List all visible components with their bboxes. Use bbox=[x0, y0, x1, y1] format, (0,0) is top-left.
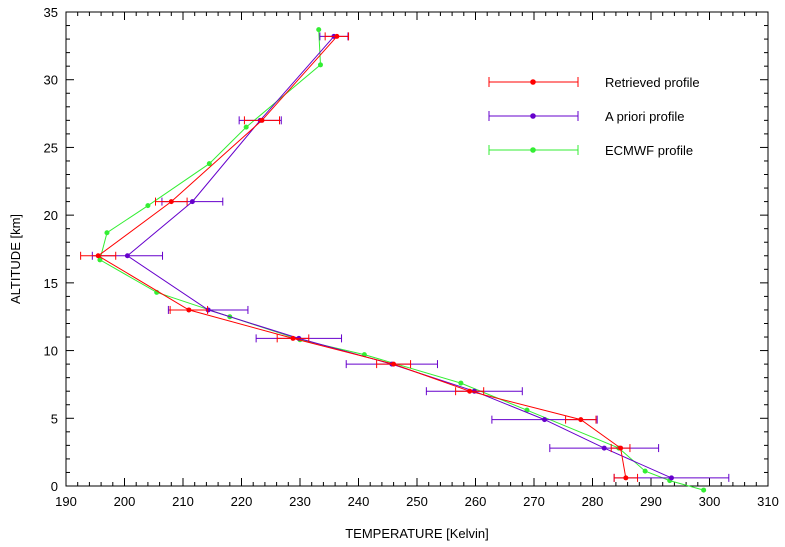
y-tick-label: 35 bbox=[44, 5, 58, 20]
legend-item: Retrieved profile bbox=[488, 75, 700, 90]
x-tick-label: 210 bbox=[172, 494, 194, 509]
series-line bbox=[99, 29, 704, 491]
y-axis-label: ALTITUDE [km] bbox=[8, 214, 23, 304]
x-tick-label: 250 bbox=[406, 494, 428, 509]
x-tick-label: 270 bbox=[523, 494, 545, 509]
data-point bbox=[97, 257, 103, 263]
data-point bbox=[391, 361, 397, 367]
data-point bbox=[701, 487, 707, 493]
data-point bbox=[168, 199, 174, 205]
data-point bbox=[524, 407, 530, 413]
data-point bbox=[243, 124, 249, 130]
legend: Retrieved profile A priori profile ECMWF p… bbox=[488, 75, 700, 158]
series-layer bbox=[80, 27, 730, 493]
data-point bbox=[601, 445, 607, 451]
series-line bbox=[97, 36, 627, 478]
x-tick-label: 200 bbox=[114, 494, 136, 509]
y-tick-label: 0 bbox=[51, 479, 58, 494]
data-point bbox=[334, 33, 340, 39]
data-point bbox=[317, 62, 323, 68]
x-axis-label: TEMPERATURE [Kelvin] bbox=[345, 526, 489, 541]
data-point bbox=[618, 445, 624, 451]
x-tick-label: 280 bbox=[582, 494, 604, 509]
series-ecmwf-profile bbox=[97, 27, 707, 493]
y-tick-label: 25 bbox=[44, 140, 58, 155]
legend-marker bbox=[530, 79, 536, 85]
data-point bbox=[290, 335, 296, 341]
x-tick-label: 310 bbox=[757, 494, 779, 509]
x-tick-label: 260 bbox=[465, 494, 487, 509]
data-point bbox=[95, 253, 101, 259]
data-point bbox=[668, 475, 674, 481]
x-tick-label: 220 bbox=[231, 494, 253, 509]
series-retrieved-profile bbox=[80, 32, 639, 482]
data-point bbox=[124, 253, 130, 259]
data-point bbox=[542, 417, 548, 423]
legend-marker bbox=[530, 113, 536, 119]
data-point bbox=[104, 230, 110, 236]
data-point bbox=[623, 475, 629, 481]
y-tick-label: 30 bbox=[44, 73, 58, 88]
y-tick-label: 5 bbox=[51, 411, 58, 426]
y-tick-label: 10 bbox=[44, 344, 58, 359]
data-point bbox=[189, 199, 195, 205]
legend-marker bbox=[530, 147, 536, 153]
data-point bbox=[205, 307, 211, 313]
legend-label: A priori profile bbox=[605, 109, 684, 124]
y-tick-label: 20 bbox=[44, 208, 58, 223]
x-tick-label: 230 bbox=[289, 494, 311, 509]
data-point bbox=[642, 468, 648, 474]
data-point bbox=[186, 307, 192, 313]
data-point bbox=[206, 161, 212, 167]
data-point bbox=[578, 417, 584, 423]
y-tick-label: 15 bbox=[44, 276, 58, 291]
legend-label: ECMWF profile bbox=[605, 143, 693, 158]
legend-label: Retrieved profile bbox=[605, 75, 700, 90]
legend-item: ECMWF profile bbox=[488, 143, 693, 158]
data-point bbox=[316, 27, 322, 33]
data-point bbox=[458, 380, 464, 386]
legend-item: A priori profile bbox=[488, 109, 684, 124]
series-a-priori-profile bbox=[91, 32, 730, 482]
x-tick-label: 240 bbox=[348, 494, 370, 509]
x-tick-label: 300 bbox=[699, 494, 721, 509]
data-point bbox=[145, 203, 151, 209]
data-point bbox=[467, 388, 473, 394]
series-line bbox=[126, 36, 672, 479]
axes: 190 200 210 220 230 240 250 260 270 280 290 300 310 0… bbox=[44, 5, 779, 509]
data-point bbox=[259, 117, 265, 123]
x-tick-label: 190 bbox=[55, 494, 77, 509]
x-tick-label: 290 bbox=[640, 494, 662, 509]
